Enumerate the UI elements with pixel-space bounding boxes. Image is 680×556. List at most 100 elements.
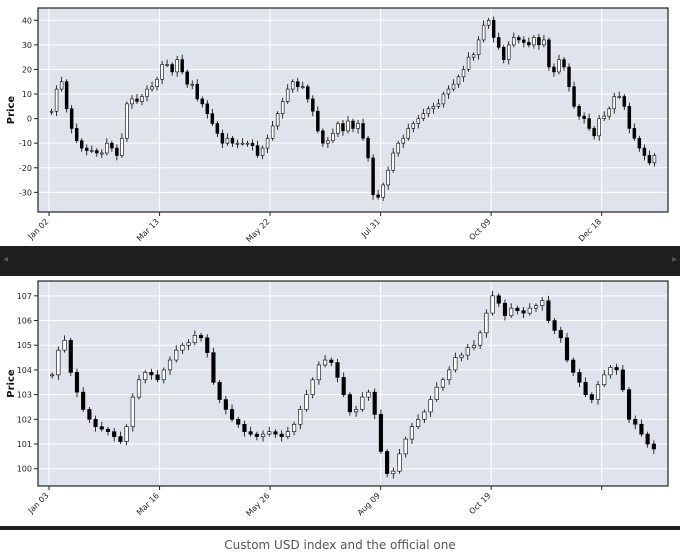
candle-body <box>446 88 451 95</box>
candle-body <box>411 123 416 129</box>
candle-body <box>652 155 657 164</box>
candle-body <box>547 39 551 68</box>
candle-body <box>476 39 481 55</box>
candle <box>323 355 328 368</box>
candle-body <box>140 96 144 102</box>
candle <box>391 148 395 173</box>
candle <box>175 55 179 77</box>
candle-body <box>602 374 607 386</box>
candle <box>143 369 148 384</box>
candle <box>260 430 266 442</box>
candle-body <box>296 81 300 87</box>
candle <box>542 35 546 48</box>
candle <box>647 150 652 166</box>
candle <box>275 111 280 130</box>
candle <box>335 358 340 383</box>
candle-body <box>361 123 365 139</box>
candle <box>112 427 117 442</box>
candle <box>136 374 142 400</box>
candle-body <box>170 64 174 73</box>
candle-body <box>490 295 495 314</box>
candle <box>502 299 508 321</box>
candle-body <box>484 312 489 334</box>
candle-body <box>54 88 59 112</box>
candle-body <box>521 310 526 314</box>
candle <box>336 121 340 138</box>
candle-body <box>175 59 179 73</box>
y-axis-label: Price <box>6 369 17 398</box>
candle <box>316 361 321 385</box>
candle <box>260 145 265 160</box>
candle <box>68 337 73 377</box>
candle-body <box>149 372 154 376</box>
candle <box>223 395 228 415</box>
candle <box>509 303 514 319</box>
candle <box>205 334 210 358</box>
official-usd-index-chart: 100 101 102 103 104 105 106 107 Price Jan 03 Mar 1… <box>6 280 669 518</box>
candle <box>135 94 139 104</box>
candle-body <box>371 157 375 196</box>
candle <box>639 419 644 437</box>
candle <box>461 65 466 82</box>
candle-body <box>167 359 173 371</box>
candle <box>637 135 642 152</box>
candle <box>595 381 601 405</box>
candle-body <box>431 106 436 110</box>
candle <box>652 153 657 167</box>
x-tick-label: Dec 18 <box>577 217 603 243</box>
candle <box>385 448 390 478</box>
candle-body <box>260 147 265 156</box>
candle-body <box>642 147 647 156</box>
candle-body <box>59 81 64 90</box>
y-tick-label: 107 <box>17 292 32 301</box>
candle-body <box>537 37 541 46</box>
candle <box>521 306 526 319</box>
candle <box>321 128 325 147</box>
x-tick-label: Oct 09 <box>467 217 492 242</box>
candle-body <box>331 133 335 142</box>
candle-body <box>512 37 516 46</box>
candle <box>170 62 174 76</box>
candle-body <box>74 372 80 393</box>
candle <box>372 388 377 420</box>
candle <box>347 392 352 416</box>
candle-body <box>298 409 303 425</box>
candle-body <box>223 399 228 410</box>
candle-body <box>396 142 400 154</box>
candle-body <box>422 411 427 420</box>
candle <box>306 84 310 103</box>
candle-body <box>195 83 199 100</box>
candle-body <box>260 433 266 437</box>
candle-body <box>336 123 340 134</box>
candle-body <box>372 391 377 415</box>
candle <box>608 364 613 379</box>
candle <box>265 134 270 153</box>
y-tick-label: -20 <box>19 164 32 173</box>
candle <box>577 103 581 120</box>
candle <box>280 97 285 119</box>
candle <box>592 125 596 140</box>
candle-body <box>105 142 109 154</box>
candle-body <box>50 374 55 377</box>
candle-body <box>491 19 496 38</box>
candle <box>587 113 591 131</box>
candle <box>296 78 300 92</box>
candle-body <box>633 419 638 425</box>
candle <box>496 32 501 50</box>
candle-body <box>501 47 506 60</box>
candle <box>160 60 164 85</box>
candle-body <box>428 399 433 413</box>
plot-area <box>38 8 668 212</box>
candle <box>471 52 476 61</box>
y-tick-label: 10 <box>22 90 32 99</box>
candle-body <box>120 137 124 156</box>
candle <box>248 426 253 437</box>
candle <box>301 81 305 90</box>
candle-body <box>326 140 330 144</box>
candle <box>329 357 334 367</box>
candle-body <box>190 83 194 86</box>
candle-body <box>607 108 611 117</box>
candle <box>396 140 400 157</box>
candle <box>130 95 134 109</box>
candle <box>422 409 427 424</box>
